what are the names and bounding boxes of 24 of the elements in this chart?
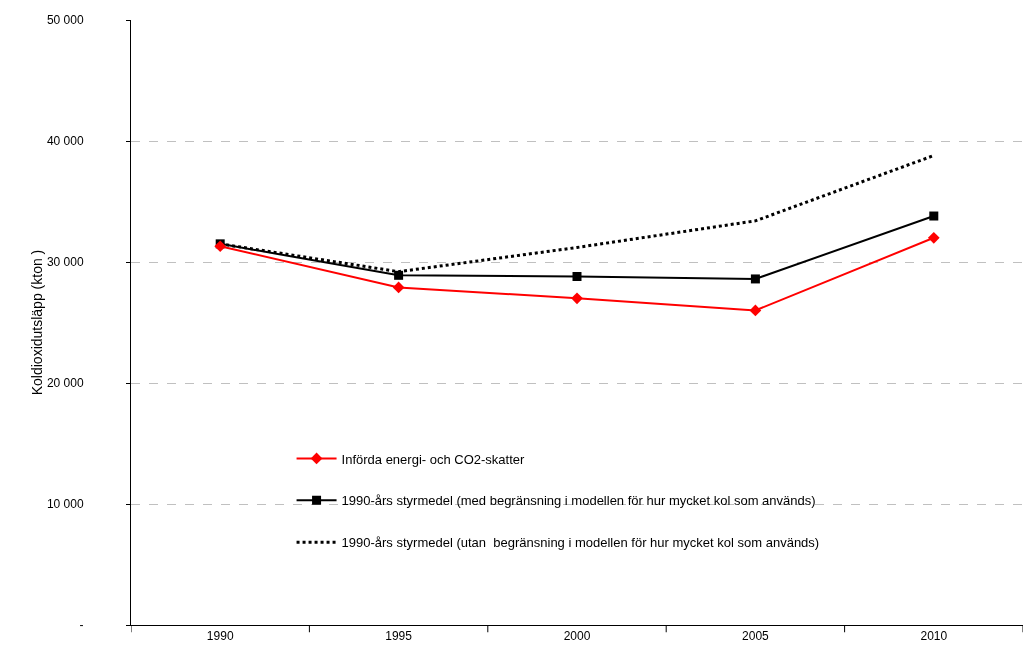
point <box>749 304 762 317</box>
x-tick-label: 1990 <box>206 629 234 644</box>
y-tick-label: - <box>79 618 84 633</box>
y-tick-label: 30 000 <box>46 255 84 270</box>
point <box>750 274 760 284</box>
x-tick-label: 2010 <box>920 629 948 644</box>
point <box>572 272 582 282</box>
y-tick-label: 50 000 <box>46 13 84 28</box>
legend-label: 1990-års styrmedel (utan begränsning i modellen för hur mycket kol som används) <box>341 535 820 551</box>
x-tick-label: 2000 <box>563 629 591 644</box>
y-tick-label: 10 000 <box>46 497 84 512</box>
x-tick-label: 1995 <box>385 629 413 644</box>
point <box>571 292 583 305</box>
y-tick-label: 20 000 <box>46 376 84 391</box>
legend-label: Införda energi- och CO2-skatter <box>341 451 526 467</box>
point <box>927 231 940 244</box>
point <box>394 270 404 280</box>
point <box>929 211 939 221</box>
y-axis-title: Koldioxidutsläpp (kton ) <box>28 249 45 396</box>
x-tick-label: 2005 <box>742 629 770 644</box>
point <box>392 281 405 294</box>
y-tick-label: 40 000 <box>46 134 84 149</box>
point <box>214 240 227 253</box>
legend-label: 1990-års styrmedel (med begränsning i modellen för hur mycket kol som används) <box>341 493 816 509</box>
